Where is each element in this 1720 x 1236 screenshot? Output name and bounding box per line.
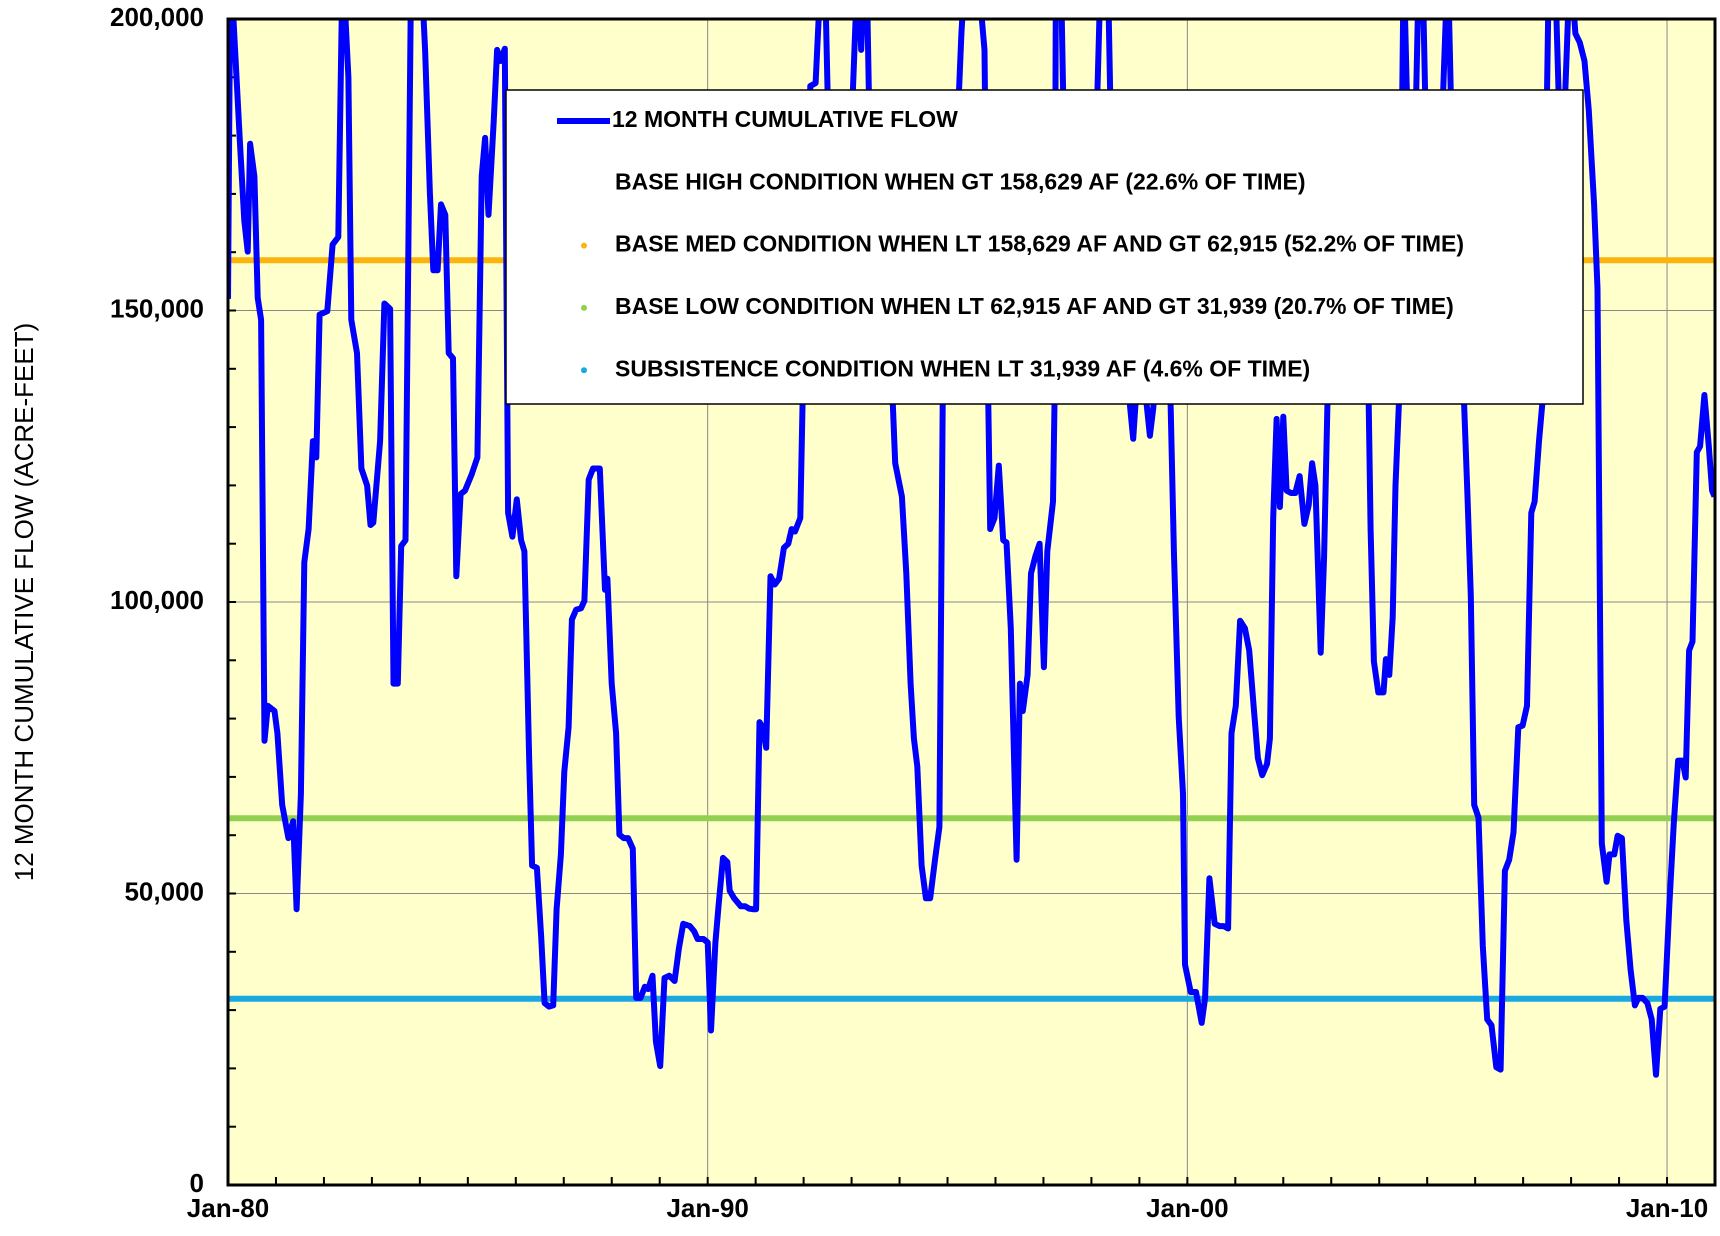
legend-swatch bbox=[581, 367, 587, 374]
y-tick-label: 50,000 bbox=[124, 876, 204, 906]
legend-label: BASE HIGH CONDITION WHEN GT 158,629 AF (… bbox=[615, 168, 1306, 194]
legend-swatch bbox=[581, 242, 587, 249]
x-tick-label: Jan-90 bbox=[666, 1193, 748, 1223]
legend-swatch bbox=[581, 304, 587, 311]
y-tick-label: 200,000 bbox=[110, 2, 204, 32]
y-tick-label: 150,000 bbox=[110, 293, 204, 323]
x-tick-label: Jan-00 bbox=[1146, 1193, 1228, 1223]
y-axis-title: 12 MONTH CUMULATIVE FLOW (ACRE-FEET) bbox=[9, 323, 39, 882]
legend-label: 12 MONTH CUMULATIVE FLOW bbox=[612, 106, 958, 132]
legend-label: BASE LOW CONDITION WHEN LT 62,915 AF AND… bbox=[615, 293, 1454, 319]
y-tick-label: 100,000 bbox=[110, 585, 204, 615]
x-tick-label: Jan-10 bbox=[1626, 1193, 1708, 1223]
data-line bbox=[228, 19, 1715, 1078]
legend-label: BASE MED CONDITION WHEN LT 158,629 AF AN… bbox=[615, 231, 1464, 257]
plot-border bbox=[226, 17, 1717, 1187]
plot-clip bbox=[228, 19, 1715, 1078]
legend-box bbox=[505, 89, 1584, 405]
y-tick-label: 0 bbox=[190, 1168, 204, 1198]
legend-label: SUBSISTENCE CONDITION WHEN LT 31,939 AF … bbox=[615, 355, 1310, 381]
x-tick-label: Jan-80 bbox=[187, 1193, 269, 1223]
